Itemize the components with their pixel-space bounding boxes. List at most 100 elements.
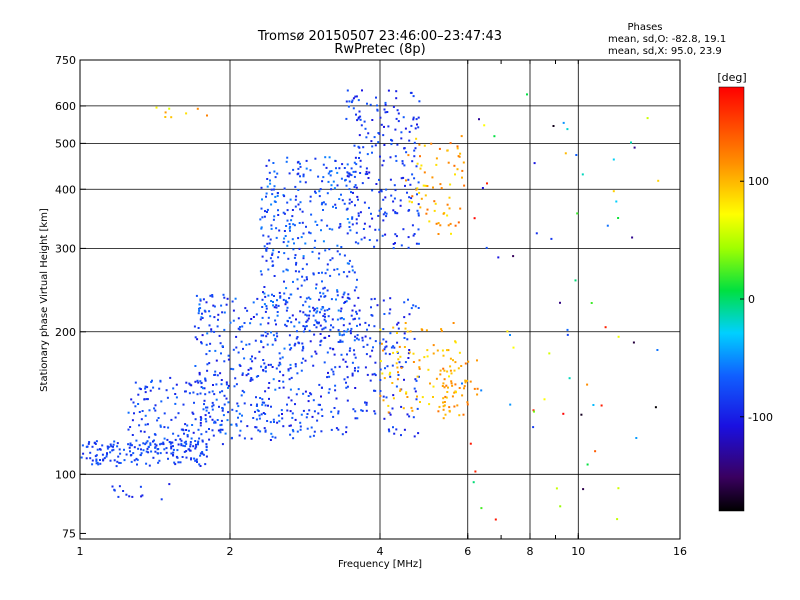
data-point [365,167,368,170]
data-point [125,453,128,456]
data-point [195,459,198,462]
data-point [321,386,323,389]
data-point [267,363,270,366]
data-point [215,398,218,401]
data-point [302,357,305,360]
data-point [365,401,368,404]
data-point [397,358,400,361]
data-point [405,391,408,394]
data-point [357,366,360,369]
data-point [411,195,414,198]
data-point [317,257,320,260]
data-point [219,372,222,375]
data-point [264,331,267,334]
data-point [446,214,449,217]
data-point [226,419,229,422]
data-point [416,395,418,398]
data-point [330,410,333,413]
data-point [453,164,456,167]
data-point [304,181,307,184]
data-point [481,187,484,189]
data-point [205,343,208,346]
data-point [407,154,410,157]
data-point [532,409,535,412]
data-point [205,420,208,423]
data-point [320,308,323,311]
data-point [289,225,292,228]
data-point [348,349,351,352]
data-point [172,448,175,451]
data-point [415,165,418,168]
data-point [369,337,372,340]
data-point [135,457,138,460]
data-point [144,443,147,446]
data-point [406,413,409,416]
data-point [415,242,418,245]
data-point [350,200,353,203]
data-point [187,429,190,432]
data-point [119,462,122,464]
data-point [206,114,208,117]
data-point [132,452,135,455]
colorbar-tick-label: 100 [748,175,769,188]
data-point [384,367,386,370]
data-point [293,242,295,245]
data-point [155,444,158,447]
data-point [296,372,299,375]
data-point [365,170,368,173]
data-point [396,350,399,353]
data-point [199,452,202,455]
data-point [323,313,326,316]
data-point [574,279,577,282]
data-point [266,242,269,245]
data-point [344,301,347,303]
data-point [192,431,195,434]
data-point [261,403,264,406]
data-point [335,298,337,301]
data-point [357,198,359,201]
data-point [382,134,385,137]
data-point [315,311,318,314]
data-point [369,103,372,106]
data-point [363,222,366,225]
data-point [369,379,372,382]
data-point [294,403,296,406]
data-point [254,426,257,429]
data-point [264,310,267,313]
data-point [309,200,312,203]
data-point [336,250,339,253]
data-point [339,225,342,228]
data-point [257,429,260,432]
data-point [209,315,212,318]
data-point [206,406,209,409]
data-point [287,396,290,399]
data-point [399,388,402,391]
data-point [425,212,428,215]
data-point [416,162,419,165]
data-point [183,432,185,435]
data-point [413,141,416,144]
data-point [194,418,197,421]
data-point [378,228,381,231]
data-point [152,386,155,389]
data-point [142,442,145,445]
data-point [362,228,365,230]
data-point [266,185,269,188]
data-point [353,271,356,274]
data-point [212,434,215,437]
data-point [293,224,296,227]
data-point [424,194,427,197]
data-point [339,223,342,225]
data-point [260,341,263,343]
data-point [463,387,465,390]
data-point [592,404,595,406]
data-point [441,349,444,352]
data-point [453,405,456,408]
data-point [357,214,360,217]
data-point [363,120,366,123]
data-point [355,186,358,189]
stats-line-o: mean, sd,O: -82.8, 19.1 [608,34,726,45]
data-point [371,349,374,352]
data-point [148,464,151,467]
data-point [264,295,267,298]
